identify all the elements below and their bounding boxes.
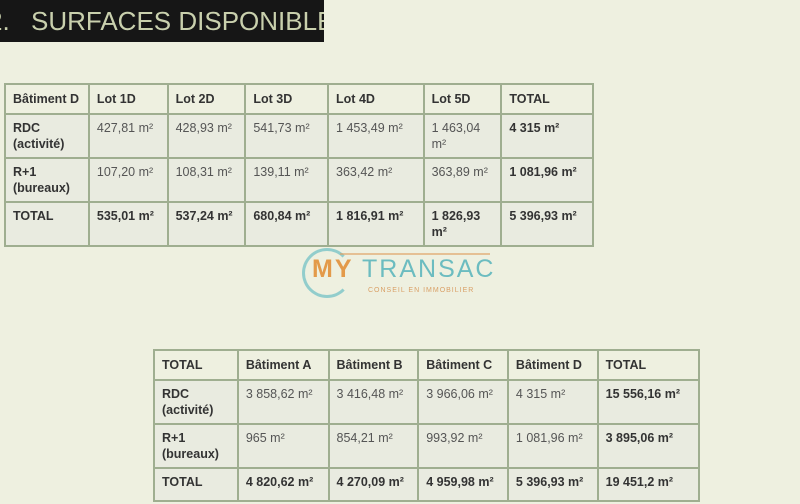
- cell: 3 858,62 m²: [236, 379, 330, 425]
- cell: 107,20 m²: [87, 157, 169, 203]
- table-row: TOTAL 4 820,62 m² 4 270,09 m² 4 959,98 m…: [153, 467, 701, 502]
- row-total: 15 556,16 m²: [596, 379, 701, 425]
- table-row: RDC (activité) 3 858,62 m² 3 416,48 m² 3…: [153, 379, 701, 425]
- cell: 854,21 m²: [327, 423, 420, 469]
- logo-transac: TRANSAC: [362, 255, 496, 283]
- cell: 1 081,96 m²: [506, 423, 599, 469]
- section-number: 2.: [0, 6, 10, 36]
- row-total: 19 451,2 m²: [596, 467, 701, 502]
- row-total: 5 396,93 m²: [500, 201, 594, 247]
- header-cell: Bâtiment C: [417, 349, 509, 381]
- header-cell: Lot 1D: [87, 83, 169, 115]
- header-cell: Bâtiment B: [327, 349, 420, 381]
- cell: 3 416,48 m²: [327, 379, 420, 425]
- header-cell: Lot 5D: [422, 83, 503, 115]
- table-row: TOTAL 535,01 m² 537,24 m² 680,84 m² 1 81…: [4, 201, 594, 247]
- header-cell: Bâtiment D: [4, 83, 90, 115]
- header-cell: Lot 3D: [244, 83, 330, 115]
- cell: 363,89 m²: [422, 157, 503, 203]
- cell: 1 816,91 m²: [327, 201, 425, 247]
- table-row: RDC (activité) 427,81 m² 428,93 m² 541,7…: [4, 113, 594, 159]
- logo-my: MY: [312, 255, 354, 283]
- row-label: RDC (activité): [4, 113, 90, 159]
- row-label: RDC (activité): [153, 379, 239, 425]
- table-row: R+1 (bureaux) 965 m² 854,21 m² 993,92 m²…: [153, 423, 701, 469]
- header-cell: Bâtiment D: [506, 349, 599, 381]
- logo-tagline: CONSEIL EN IMMOBILIER: [368, 287, 475, 294]
- row-total: 4 315 m²: [500, 113, 594, 159]
- row-label: R+1 (bureaux): [4, 157, 90, 203]
- logo-brand: MY TRANSAC: [312, 256, 495, 282]
- cell: 4 820,62 m²: [236, 467, 330, 502]
- cell: 5 396,93 m²: [506, 467, 599, 502]
- header-cell: Lot 2D: [166, 83, 247, 115]
- cell: 139,11 m²: [244, 157, 330, 203]
- header-cell: TOTAL: [596, 349, 701, 381]
- row-total: 1 081,96 m²: [500, 157, 594, 203]
- cell: 680,84 m²: [244, 201, 330, 247]
- cell: 1 826,93 m²: [422, 201, 503, 247]
- cell: 3 966,06 m²: [417, 379, 509, 425]
- cell: 1 463,04 m²: [422, 113, 503, 159]
- logo-circle-icon: [302, 248, 352, 298]
- cell: 428,93 m²: [166, 113, 247, 159]
- header-cell: Lot 4D: [327, 83, 425, 115]
- total-surfaces-table: TOTAL Bâtiment A Bâtiment B Bâtiment C B…: [153, 349, 701, 502]
- cell: 1 453,49 m²: [327, 113, 425, 159]
- mytransac-logo: MY TRANSAC CONSEIL EN IMMOBILIER: [300, 248, 500, 300]
- section-title: SURFACES DISPONIBLES: [31, 6, 324, 36]
- cell: 4 270,09 m²: [327, 467, 420, 502]
- cell: 108,31 m²: [166, 157, 247, 203]
- row-label: TOTAL: [153, 467, 239, 502]
- cell: 363,42 m²: [327, 157, 425, 203]
- header-cell: TOTAL: [153, 349, 239, 381]
- cell: 537,24 m²: [166, 201, 247, 247]
- cell: 993,92 m²: [417, 423, 509, 469]
- cell: 535,01 m²: [87, 201, 169, 247]
- row-label: R+1 (bureaux): [153, 423, 239, 469]
- row-total: 3 895,06 m²: [596, 423, 701, 469]
- cell: 4 959,98 m²: [417, 467, 509, 502]
- table-header-row: Bâtiment D Lot 1D Lot 2D Lot 3D Lot 4D L…: [4, 83, 594, 115]
- header-cell: Bâtiment A: [236, 349, 330, 381]
- logo-roof-icon: [340, 253, 490, 255]
- cell: 541,73 m²: [244, 113, 330, 159]
- cell: 427,81 m²: [87, 113, 169, 159]
- header-cell: TOTAL: [500, 83, 594, 115]
- batiment-d-surfaces-table: Bâtiment D Lot 1D Lot 2D Lot 3D Lot 4D L…: [4, 83, 594, 247]
- section-title-bar: 2. SURFACES DISPONIBLES: [0, 0, 324, 42]
- table-header-row: TOTAL Bâtiment A Bâtiment B Bâtiment C B…: [153, 349, 701, 381]
- cell: 4 315 m²: [506, 379, 599, 425]
- cell: 965 m²: [236, 423, 330, 469]
- table-row: R+1 (bureaux) 107,20 m² 108,31 m² 139,11…: [4, 157, 594, 203]
- row-label: TOTAL: [4, 201, 90, 247]
